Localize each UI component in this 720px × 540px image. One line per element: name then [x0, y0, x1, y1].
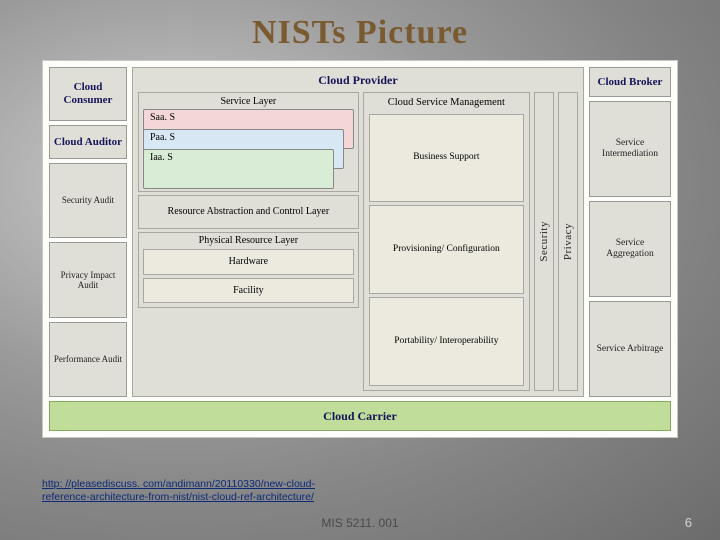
left-column: Cloud Consumer Cloud Auditor Security Au… [49, 67, 127, 397]
facility-box: Facility [143, 278, 354, 304]
course-code: MIS 5211. 001 [321, 516, 398, 530]
privacy-impact-audit-box: Privacy Impact Audit [49, 242, 127, 317]
service-intermediation-box: Service Intermediation [589, 101, 671, 197]
physical-resource-panel: Physical Resource Layer Hardware Facilit… [138, 232, 359, 308]
csm-title: Cloud Service Management [369, 97, 524, 111]
csm-panel: Cloud Service Management Business Suppor… [363, 92, 530, 391]
service-stair: Saa. S Paa. S Iaa. S [143, 109, 354, 187]
orchestration-column: Service Layer Saa. S Paa. S Iaa. S Resou… [138, 92, 359, 391]
portability-box: Portability/ Interoperability [369, 297, 524, 386]
slide-title: NISTs Picture [0, 0, 720, 60]
cloud-broker-box: Cloud Broker [589, 67, 671, 97]
cloud-provider-panel: Cloud Provider Service Layer Saa. S Paa.… [132, 67, 584, 397]
physical-resource-title: Physical Resource Layer [143, 235, 354, 246]
page-number: 6 [685, 515, 692, 530]
security-label: Security [538, 221, 550, 262]
provisioning-box: Provisioning/ Configuration [369, 205, 524, 294]
business-support-box: Business Support [369, 114, 524, 203]
service-aggregation-box: Service Aggregation [589, 201, 671, 297]
hardware-box: Hardware [143, 249, 354, 275]
security-bar: Security [534, 92, 554, 391]
source-url[interactable]: http: //pleasediscuss. com/andimann/2011… [42, 478, 315, 504]
provider-body: Service Layer Saa. S Paa. S Iaa. S Resou… [138, 92, 578, 391]
privacy-bar: Privacy [558, 92, 578, 391]
resource-abstraction-box: Resource Abstraction and Control Layer [138, 195, 359, 229]
cloud-carrier-bar: Cloud Carrier [49, 401, 671, 431]
service-layer-title: Service Layer [143, 96, 354, 109]
iaas-layer: Iaa. S [143, 149, 334, 189]
nist-diagram: Cloud Consumer Cloud Auditor Security Au… [42, 60, 678, 438]
privacy-label: Privacy [562, 223, 574, 260]
security-audit-box: Security Audit [49, 163, 127, 238]
performance-audit-box: Performance Audit [49, 322, 127, 397]
diagram-main-row: Cloud Consumer Cloud Auditor Security Au… [49, 67, 671, 397]
url-line-1: http: //pleasediscuss. com/andimann/2011… [42, 478, 315, 490]
cloud-auditor-box: Cloud Auditor [49, 125, 127, 159]
cloud-provider-title: Cloud Provider [138, 71, 578, 92]
service-arbitrage-box: Service Arbitrage [589, 301, 671, 397]
url-line-2: reference-architecture-from-nist/nist-cl… [42, 491, 314, 503]
service-layer-panel: Service Layer Saa. S Paa. S Iaa. S [138, 92, 359, 192]
right-column: Cloud Broker Service Intermediation Serv… [589, 67, 671, 397]
cloud-consumer-box: Cloud Consumer [49, 67, 127, 121]
